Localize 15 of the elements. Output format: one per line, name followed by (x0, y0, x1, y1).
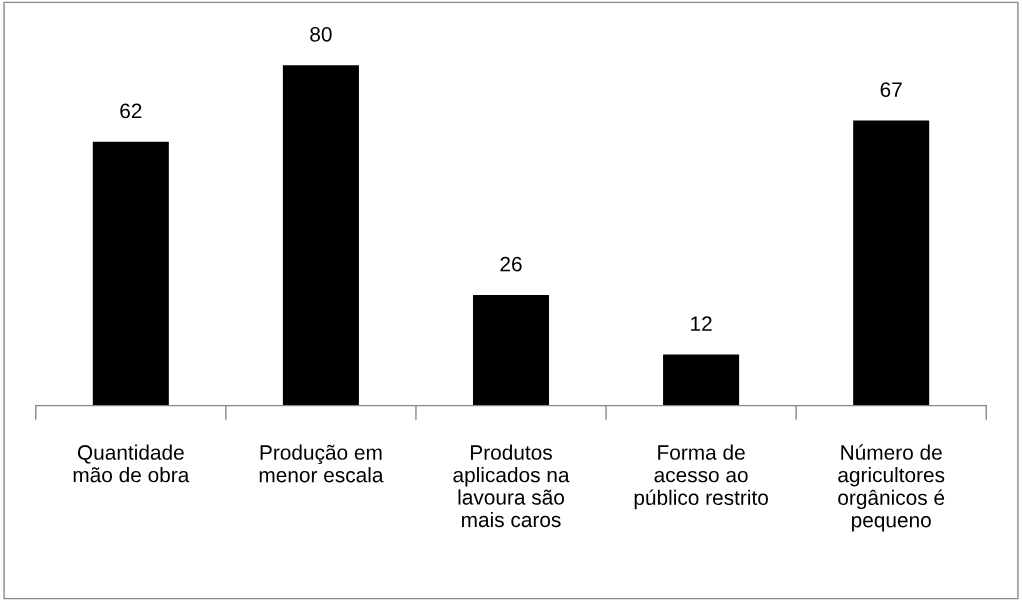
x-tick-label: Número de agricultores orgânicos é pequeno (838, 444, 945, 532)
bar (472, 295, 550, 406)
x-tick-label: Forma de acesso ao público restrito (634, 444, 768, 510)
data-label: 12 (691, 316, 712, 331)
data-label: 80 (310, 26, 332, 42)
data-label: 26 (500, 256, 522, 272)
bar (282, 65, 359, 406)
data-label: 67 (880, 82, 902, 98)
bar (663, 354, 740, 406)
x-tick-label: Quantidade mão de obra (73, 444, 190, 483)
x-tick-label: Produção em menor escala (259, 444, 384, 483)
bar (92, 141, 169, 406)
data-label: 62 (120, 103, 142, 119)
bar (853, 120, 930, 406)
x-tick-label: Produtos aplicados na lavoura são mais caros (453, 444, 570, 528)
